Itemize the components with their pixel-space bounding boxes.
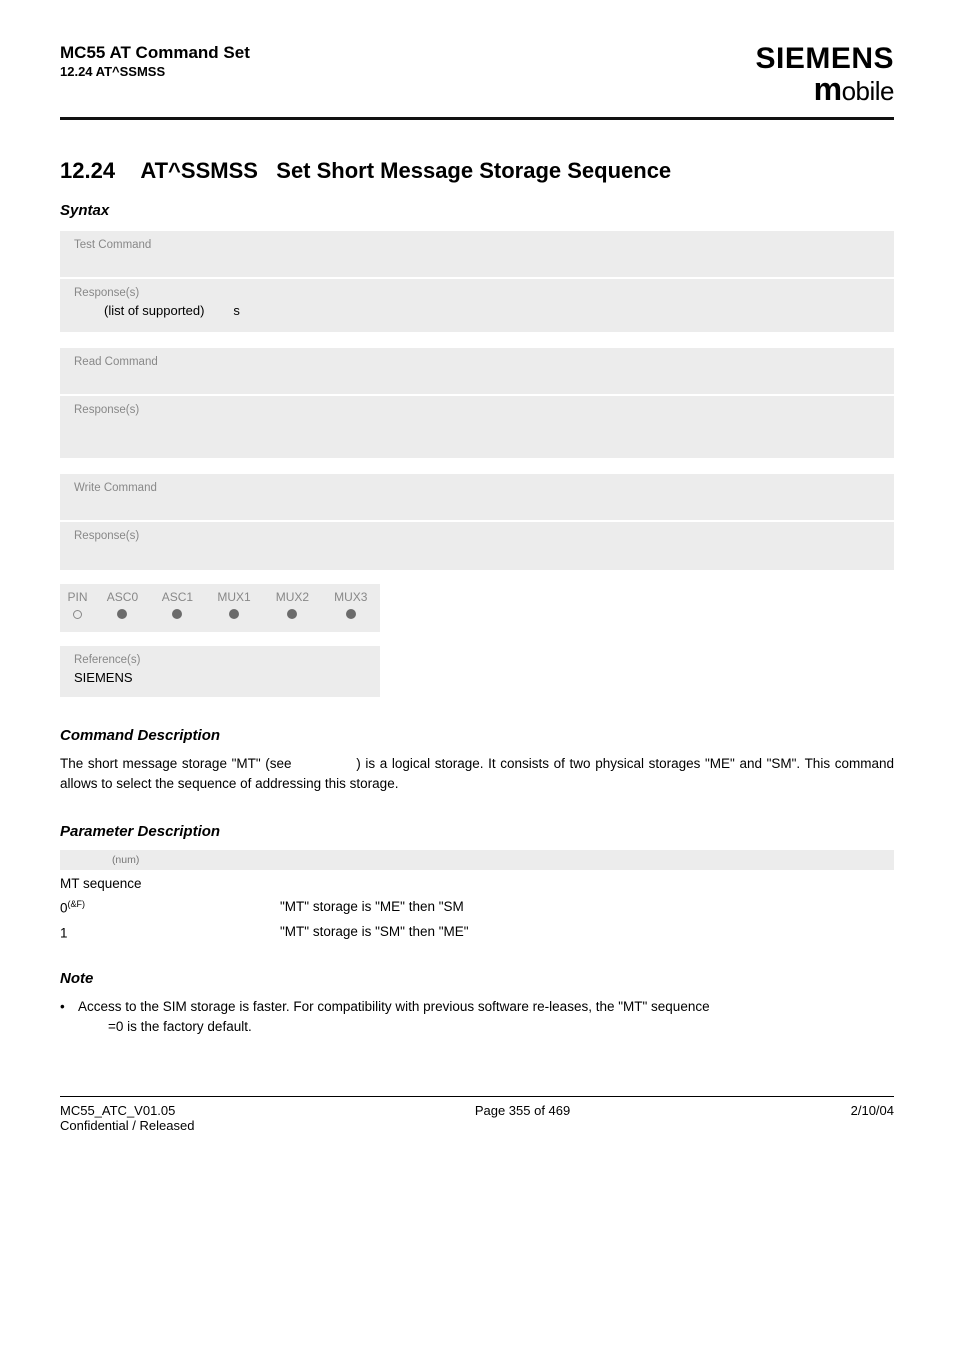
section-heading: 12.24 AT^SSMSS Set Short Message Storage… [60,158,894,184]
matrix-h-5: MUX3 [322,584,380,606]
param-row-0: 0(&F) "MT" storage is "ME" then "SM [60,899,894,916]
cmd-desc-1b: ) is a logical storage. It consists of t… [356,756,735,771]
param-key-0-sup: (&F) [68,899,86,909]
references-box: Reference(s) SIEMENS [60,646,380,697]
param-title: MT sequence [60,876,894,891]
matrix-dot-row [60,606,380,632]
brand-block: SIEMENS mobile [755,42,894,107]
param-val-1: "MT" storage is "SM" then "ME" [280,924,469,941]
command-description-body: The short message storage "MT" (see ) is… [60,754,894,793]
references-value: SIEMENS [74,670,366,685]
footer-left-2: Confidential / Released [60,1118,194,1133]
panel-test-command: Test Command [60,231,894,277]
dot-icon [229,609,239,619]
panel-response-label: Response(s) [74,287,880,299]
support-matrix: PIN ASC0 ASC1 MUX1 MUX2 MUX3 [60,584,380,632]
matrix-h-4: MUX2 [263,584,321,606]
param-key-0-main: 0 [60,901,68,916]
matrix-h-1: ASC0 [95,584,150,606]
param-key-1: 1 [60,924,280,941]
test-resp-prefix: (list of supported [104,303,200,318]
brand-mobile-rest: obile [842,76,894,106]
param-key-1-main: 1 [60,925,68,940]
section-title: Set Short Message Storage Sequence [276,158,671,183]
references-label: Reference(s) [74,654,366,666]
test-resp-suffix: s [233,303,240,318]
footer-left-1: MC55_ATC_V01.05 [60,1103,194,1118]
panel-write-label: Write Command [74,482,157,494]
param-val-0: "MT" storage is "ME" then "SM [280,899,464,916]
panel-test-response: Response(s) (list of supported) s [60,279,894,332]
panel-response-label-3: Response(s) [74,530,880,542]
param-pill-text: (num) [112,854,139,866]
dot-icon [172,609,182,619]
section-cmd: AT^SSMSS [140,158,258,183]
bullet-icon: • [60,997,78,1017]
section-number: 12.24 [60,158,115,184]
param-row-1: 1 "MT" storage is "SM" then "ME" [60,924,894,941]
matrix-h-3: MUX1 [205,584,263,606]
panel-write-response: Response(s) [60,522,894,570]
matrix-header-row: PIN ASC0 ASC1 MUX1 MUX2 MUX3 [60,584,380,606]
page-footer: MC55_ATC_V01.05 Confidential / Released … [60,1096,894,1133]
panel-read-label: Read Command [74,356,158,368]
footer-left: MC55_ATC_V01.05 Confidential / Released [60,1103,194,1133]
doc-title-block: MC55 AT Command Set 12.24 AT^SSMSS [60,42,250,79]
panel-write-command: Write Command [60,474,894,520]
doc-title: MC55 AT Command Set [60,42,250,64]
panel-test-response-text: (list of supported) s [74,303,880,318]
dot-icon [73,610,82,619]
matrix-h-2: ASC1 [150,584,205,606]
panel-test-label: Test Command [74,239,151,251]
doc-subtitle: 12.24 AT^SSMSS [60,64,250,79]
dot-icon [287,609,297,619]
cmd-desc-1a: The short message storage "MT" (see [60,756,296,771]
note-line2: =0 is the factory default. [60,1017,894,1037]
dot-icon [117,609,127,619]
footer-right: 2/10/04 [851,1103,894,1133]
brand-mobile-first: m [814,71,842,107]
panel-read-command: Read Command [60,348,894,394]
syntax-label: Syntax [60,202,894,219]
command-description-heading: Command Description [60,727,894,744]
page-header: MC55 AT Command Set 12.24 AT^SSMSS SIEME… [60,42,894,115]
param-key-0: 0(&F) [60,899,280,916]
panel-response-label-2: Response(s) [74,404,880,416]
dot-icon [346,609,356,619]
note-body: • Access to the SIM storage is faster. F… [60,997,894,1036]
brand-mobile: mobile [755,76,894,107]
param-pill: (num) [60,850,894,870]
footer-center: Page 355 of 469 [194,1103,850,1133]
panel-read-response: Response(s) [60,396,894,458]
parameter-description-heading: Parameter Description [60,823,894,840]
param-block: MT sequence 0(&F) "MT" storage is "ME" t… [60,876,894,940]
note-line1: Access to the SIM storage is faster. For… [78,997,894,1017]
matrix-h-0: PIN [60,584,95,606]
note-heading: Note [60,970,894,987]
header-rule [60,117,894,120]
